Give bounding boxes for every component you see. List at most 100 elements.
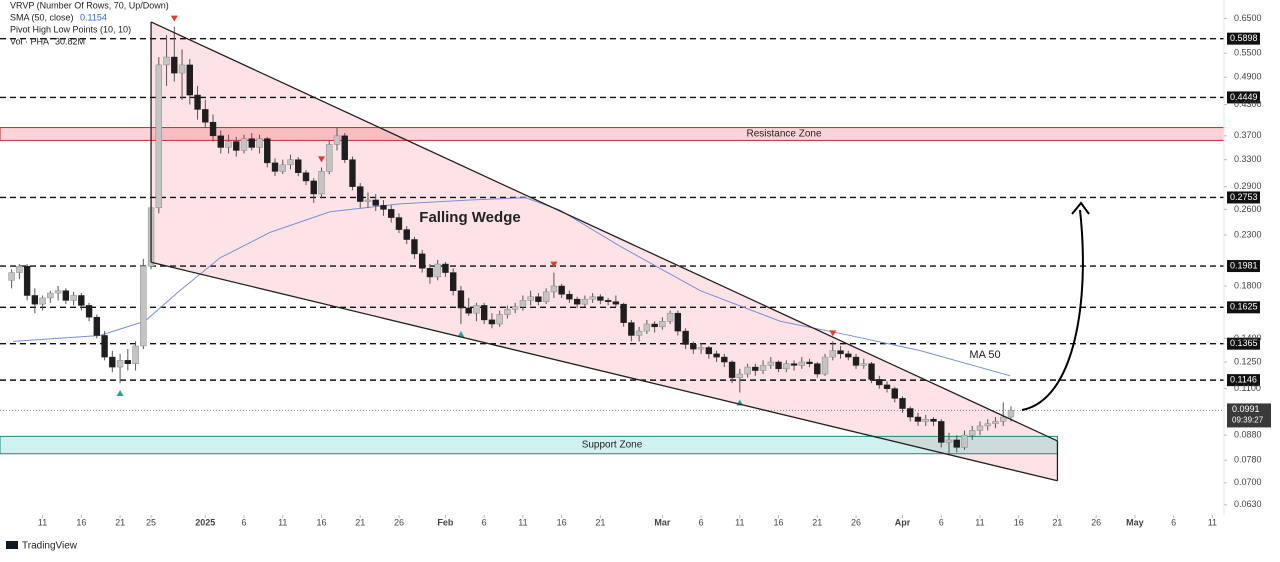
candle-body [589, 296, 596, 300]
overlays: Resistance Zone Support Zone MA 50 Falling … [116, 15, 1059, 482]
x-tick-label: 2025 [195, 517, 215, 527]
x-tick-label: 26 [1091, 517, 1101, 527]
header-vol-value: 30.82M [55, 36, 85, 46]
x-tick-label: 21 [595, 517, 605, 527]
candle-body [558, 285, 565, 295]
logo [6, 541, 18, 549]
candle-body [852, 356, 860, 366]
candle-body [16, 265, 23, 273]
candle-body [465, 307, 472, 314]
pivot-high [317, 156, 325, 163]
candle-body [566, 294, 573, 300]
y-tick-label: 0.0700 [1234, 477, 1262, 487]
candle-body [171, 56, 178, 74]
candle-body [380, 205, 387, 210]
candle-body [821, 356, 829, 375]
x-tick-label: 6 [699, 517, 704, 527]
support-zone [0, 435, 1058, 455]
y-tick-label: 0.2600 [1234, 204, 1262, 214]
candle-body [752, 366, 759, 371]
candle-body [78, 295, 85, 306]
pivot-high [829, 330, 837, 337]
pivot-low [116, 390, 124, 397]
candle-body [635, 330, 643, 336]
candle-body [287, 159, 294, 166]
candle-body [690, 344, 697, 350]
support-zone-label: Support Zone [582, 440, 643, 451]
level-tag [1227, 260, 1260, 273]
level-tag [1227, 301, 1260, 314]
ma-label: MA 50 [969, 349, 1000, 361]
candle-body [426, 268, 434, 278]
candle-body [326, 144, 333, 172]
y-tick-label: 0.0780 [1234, 455, 1262, 465]
candle-body [302, 172, 310, 182]
candles [8, 26, 1015, 456]
candle-body [233, 141, 240, 151]
candle-body [372, 199, 379, 206]
x-tick-label: 21 [812, 517, 822, 527]
candle-body [976, 425, 984, 431]
candle-body [511, 306, 519, 310]
candle-body [883, 384, 891, 389]
x-tick-label: 6 [939, 517, 944, 527]
y-tick-label: 0.3300 [1234, 154, 1262, 164]
candle-body [186, 64, 193, 96]
wedge-area [151, 21, 1058, 481]
y-tick-label: 0.6500 [1234, 13, 1262, 23]
candle-body [930, 418, 937, 422]
candle-body [85, 305, 93, 318]
x-tick-label: 21 [355, 517, 365, 527]
candle-body [550, 285, 558, 293]
candle-body [488, 319, 496, 325]
candle-body [682, 330, 689, 345]
candle-body [721, 356, 728, 363]
candle-body [434, 263, 441, 278]
x-tick-label: 11 [975, 517, 984, 527]
candle-body [8, 272, 15, 281]
candle-body [922, 418, 929, 422]
level-lines [0, 37, 1224, 411]
candle-body [1000, 416, 1007, 422]
candle-body [101, 335, 108, 358]
candle-body [860, 363, 867, 366]
candle-body [914, 416, 922, 422]
candle-body [349, 159, 356, 187]
candle-body [907, 408, 914, 418]
candle-body [891, 388, 898, 399]
y-tick-label: 0.3700 [1234, 130, 1262, 140]
candle-body [202, 109, 209, 123]
candle-body [178, 64, 186, 74]
y-tick-label: 0.2900 [1234, 181, 1262, 191]
candle-body [775, 361, 782, 370]
x-tick-label: 6 [482, 517, 487, 527]
y-tick-label: 0.1100 [1234, 383, 1261, 393]
candle-body [527, 296, 534, 301]
y-tick-label: 0.0630 [1234, 499, 1262, 509]
candle-body [783, 363, 790, 370]
candle-body [674, 312, 682, 332]
header-sma: SMA (50, close) [10, 12, 74, 22]
header-vol: Vol · PHA [10, 36, 49, 46]
wedge-line [150, 261, 1058, 482]
candle-body [395, 217, 403, 230]
ma-line [13, 197, 1011, 377]
candle-body [240, 138, 248, 151]
header-pivots: Pivot High Low Points (10, 10) [10, 24, 131, 34]
candle-body [519, 300, 527, 307]
level-tag [1227, 32, 1260, 45]
level-tag-label: 0.5898 [1230, 33, 1258, 43]
candle-body [318, 171, 325, 195]
level-tag-label: 0.1625 [1230, 302, 1258, 312]
wedge-line [150, 21, 1058, 442]
candle-body [961, 434, 968, 448]
candle-body [357, 186, 364, 202]
candle-body [790, 363, 798, 366]
candle-body [713, 353, 720, 358]
candle-body [969, 430, 976, 436]
x-tick-label: Mar [654, 517, 671, 527]
pivot-high [170, 15, 178, 22]
